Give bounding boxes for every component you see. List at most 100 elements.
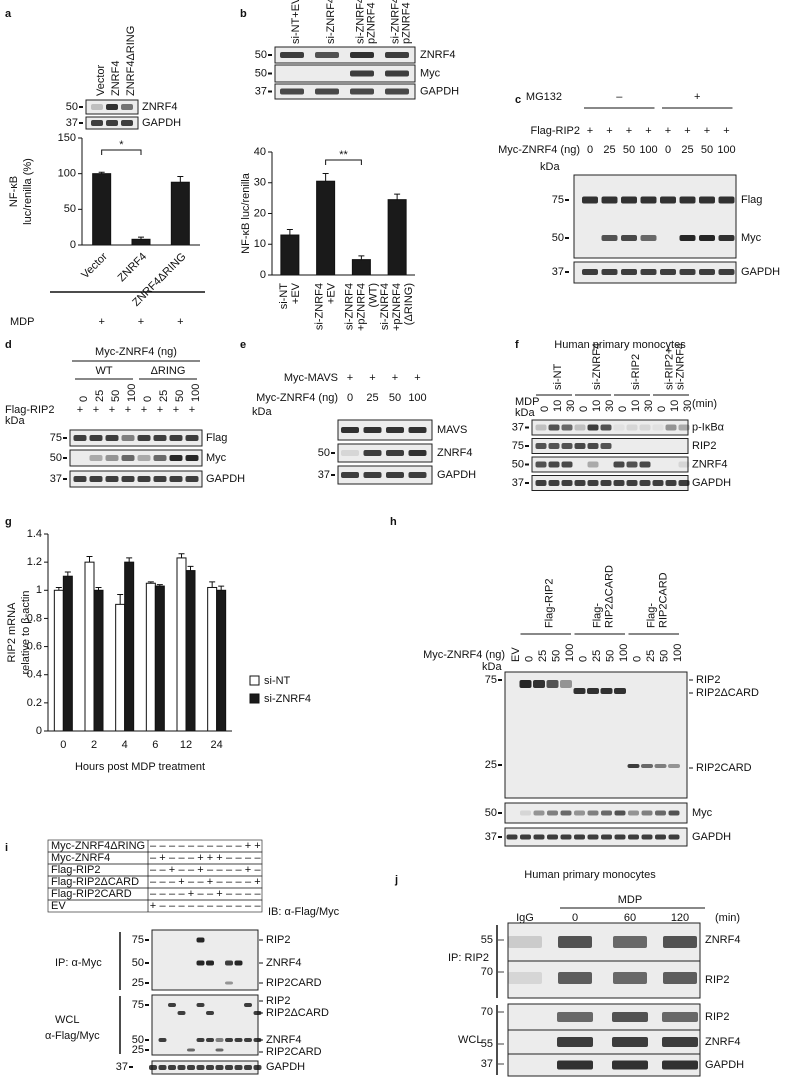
y-tick-label: 0 <box>260 269 266 281</box>
band <box>547 810 558 816</box>
row-cell: + <box>684 125 690 137</box>
mw-marker: 50 <box>318 447 330 459</box>
blot <box>573 174 737 259</box>
table-cell: + <box>150 900 156 912</box>
band <box>535 480 547 486</box>
band <box>121 104 133 110</box>
band <box>187 1048 195 1052</box>
lane-label: si-NT+EV <box>290 0 302 44</box>
band <box>678 424 690 431</box>
blot <box>504 671 688 799</box>
error-bar <box>322 173 329 182</box>
row-cell: 50 <box>701 144 713 156</box>
row-cell: 100 <box>639 144 657 156</box>
group-label: si-RIP2 <box>630 354 642 390</box>
table-cell: + <box>254 840 260 852</box>
row-cell: + <box>606 125 612 137</box>
x-tick-label: si-ZNRF4 <box>343 283 355 330</box>
row-label: Myc-ZNRF4 (ng) <box>423 649 505 661</box>
mw-marker: 37 <box>116 1061 128 1073</box>
lane-label: ZNRF4ΔRING <box>125 26 137 96</box>
band <box>699 269 715 275</box>
band <box>561 443 573 449</box>
error-bar <box>178 553 185 558</box>
panel-letter: i <box>5 842 8 854</box>
row-cell: + <box>369 372 375 384</box>
band <box>168 1065 176 1070</box>
group-label: RIP2ΔCARD <box>604 565 616 628</box>
bar <box>351 259 371 276</box>
row-cell: 50 <box>623 144 635 156</box>
band <box>655 834 666 840</box>
row-cell: + <box>157 404 163 416</box>
blot-label: ZNRF4 <box>705 934 740 946</box>
band <box>601 834 612 840</box>
blot-title: IP: RIP2 <box>448 952 489 964</box>
band <box>315 52 339 58</box>
band <box>385 88 409 95</box>
blot-label: RIP2 <box>705 974 729 986</box>
band <box>612 1060 648 1070</box>
x-tick-label: 4 <box>122 739 128 751</box>
band <box>153 476 167 482</box>
panel-letter: c <box>515 94 521 106</box>
mw-marker: 50 <box>512 458 524 470</box>
blot-label: Myc <box>206 452 227 464</box>
table-cell: – <box>216 876 223 888</box>
error-bar <box>286 228 293 236</box>
band <box>520 810 531 816</box>
band <box>106 120 118 126</box>
dose: 0 <box>142 396 154 402</box>
band <box>652 424 664 431</box>
band <box>663 936 697 948</box>
table-cell: – <box>197 888 204 900</box>
row-cell: 30 <box>565 400 577 412</box>
band <box>244 1065 252 1070</box>
error-bar <box>394 193 401 200</box>
error-bar <box>187 565 194 571</box>
band <box>225 960 233 966</box>
band <box>185 476 199 482</box>
band <box>557 1060 593 1070</box>
band <box>234 1065 243 1070</box>
row-cell: + <box>141 404 147 416</box>
y-tick-label: 20 <box>254 207 266 219</box>
row-cell: + <box>109 404 115 416</box>
blot <box>337 419 433 441</box>
band <box>363 450 382 456</box>
mw-marker: 75 <box>485 674 497 686</box>
row-cell: 0 <box>347 392 353 404</box>
y-tick-label: 100 <box>58 168 76 180</box>
table-cell: – <box>197 840 204 852</box>
group-label: Flag-RIP2 <box>544 578 556 628</box>
mw-marker: 75 <box>132 934 144 946</box>
row-label: Myc-MAVS <box>284 372 338 384</box>
table-cell: – <box>150 840 157 852</box>
band <box>718 269 735 275</box>
blot-title: IP: α-Myc <box>55 957 102 969</box>
band <box>196 1065 205 1070</box>
x-axis-label: Hours post MDP treatment <box>75 761 205 773</box>
lane-label: Vector <box>95 64 107 96</box>
table-cell: – <box>245 876 252 888</box>
x-tick-label: +pZNRF4 <box>355 283 367 331</box>
table-cell: + <box>169 864 175 876</box>
lane-label: si-ZNRF4+ <box>389 0 401 44</box>
band <box>206 1065 214 1070</box>
blot-label: MAVS <box>437 424 467 436</box>
unit: kDa <box>482 661 502 673</box>
group-label: Flag- <box>646 603 658 628</box>
table-cell: – <box>254 864 261 876</box>
row-cell: 50 <box>658 650 670 662</box>
y-axis-label: NF-κB luc/renilla <box>240 172 252 254</box>
row-cell: 100 <box>618 644 630 662</box>
band <box>627 764 640 768</box>
mw-marker: 37 <box>485 831 497 843</box>
row-cell: 100 <box>717 144 735 156</box>
band <box>587 461 599 468</box>
bar <box>115 603 126 732</box>
x-tick-label: 24 <box>211 739 223 751</box>
table-cell: + <box>197 852 203 864</box>
error-bar <box>156 584 163 587</box>
